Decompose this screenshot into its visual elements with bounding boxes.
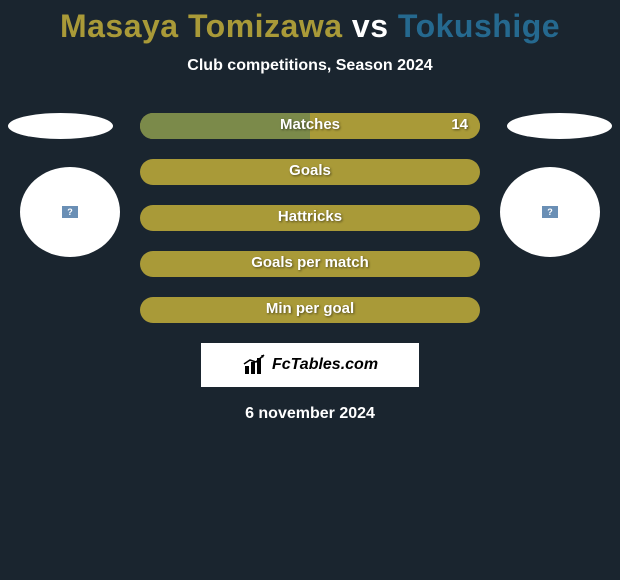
bar-right-value: 14 [451, 116, 468, 133]
stats-area: Matches14 Goals Hattricks Goals per match Mi… [0, 113, 620, 323]
placeholder-flag-icon [62, 206, 78, 218]
title-player1: Masaya Tomizawa [60, 8, 343, 44]
bar-label: Goals [140, 162, 480, 179]
footer-date: 6 november 2024 [0, 405, 620, 423]
page-title: Masaya Tomizawa vs Tokushige [0, 0, 620, 45]
bar-label: Min per goal [140, 300, 480, 317]
title-player2: Tokushige [398, 8, 560, 44]
player2-avatar [500, 167, 600, 257]
player1-avatar [20, 167, 120, 257]
subtitle: Club competitions, Season 2024 [0, 57, 620, 75]
player1-name-ellipse [8, 113, 113, 139]
title-vs: vs [352, 8, 389, 44]
logo-chart-icon [242, 354, 268, 376]
stat-bar-row: Hattricks [140, 205, 480, 231]
bar-label: Matches [140, 116, 480, 133]
stat-bars: Matches14 Goals Hattricks Goals per match Mi… [140, 113, 480, 323]
stat-bar-row: Goals per match [140, 251, 480, 277]
logo-box: FcTables.com [201, 343, 419, 387]
stat-bar-row: Goals [140, 159, 480, 185]
stat-bar-row: Matches14 [140, 113, 480, 139]
player2-name-ellipse [507, 113, 612, 139]
bar-label: Goals per match [140, 254, 480, 271]
bar-label: Hattricks [140, 208, 480, 225]
stat-bar-row: Min per goal [140, 297, 480, 323]
logo-text: FcTables.com [272, 356, 378, 374]
placeholder-flag-icon [542, 206, 558, 218]
